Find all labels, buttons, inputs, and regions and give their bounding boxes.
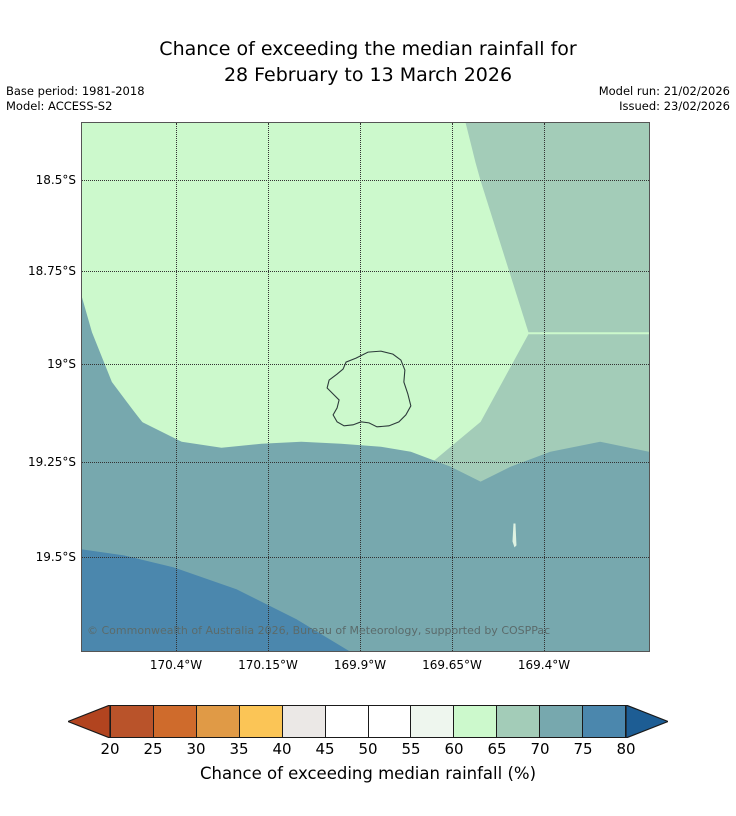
colorbar-segment	[325, 706, 369, 737]
colorbar-segment	[239, 706, 283, 737]
colorbar-tick-label: 20	[100, 740, 120, 758]
colorbar-tick-label: 55	[401, 740, 421, 758]
colorbar-tick-label: 40	[272, 740, 292, 758]
y-tick-label: 18.5°S	[35, 173, 76, 187]
gridline-vertical	[544, 123, 545, 651]
y-tick-label: 19.25°S	[28, 455, 76, 469]
colorbar-tick-label: 25	[143, 740, 163, 758]
title-line-2: 28 February to 13 March 2026	[223, 64, 513, 86]
colorbar-tick-label: 35	[229, 740, 249, 758]
gridline-vertical	[452, 123, 453, 651]
colorbar-tick-label: 50	[358, 740, 378, 758]
colorbar-segment	[411, 706, 455, 737]
title-line-1: Chance of exceeding the median rainfall …	[159, 38, 577, 60]
gridline-horizontal	[82, 364, 649, 365]
colorbar-under-arrow	[68, 705, 110, 738]
metadata-left: Base period: 1981-2018 Model: ACCESS-S2	[6, 84, 145, 114]
x-tick-label: 170.15°W	[238, 658, 298, 672]
colorbar-segment	[540, 706, 584, 737]
page-title: Chance of exceeding the median rainfall …	[0, 36, 736, 88]
island-outline-niue	[326, 350, 412, 428]
colorbar-over-arrow	[626, 705, 668, 738]
model-run-text: Model run: 21/02/2026	[598, 84, 730, 98]
colorbar-gradient	[110, 705, 626, 738]
gridline-vertical	[268, 123, 269, 651]
contour-region-65-70-ne	[465, 123, 649, 333]
x-tick-label: 169.65°W	[422, 658, 482, 672]
issued-text: Issued: 23/02/2026	[619, 99, 730, 113]
x-tick-label: 169.4°W	[517, 658, 571, 672]
colorbar-segment	[196, 706, 240, 737]
colorbar-axis-label: Chance of exceeding median rainfall (%)	[199, 764, 537, 783]
contour-fill-layer	[82, 123, 649, 651]
colorbar-segment	[583, 706, 626, 737]
gridline-horizontal	[82, 271, 649, 272]
gridline-vertical	[360, 123, 361, 651]
y-tick-label: 18.75°S	[28, 264, 76, 278]
x-tick-label: 170.4°W	[149, 658, 203, 672]
colorbar-tick-labels: 20 25 30 35 40 45 50 55 60 65 70 75 80	[0, 740, 736, 762]
colorbar-segment	[282, 706, 326, 737]
colorbar-tick-label: 80	[616, 740, 636, 758]
colorbar-tick-label: 70	[530, 740, 550, 758]
map-plot-area: © Commonwealth of Australia 2026, Bureau…	[81, 122, 650, 652]
longitude-axis-labels: 170.4°W 170.15°W 169.9°W 169.65°W 169.4°…	[81, 658, 650, 678]
colorbar-tick-label: 65	[487, 740, 507, 758]
colorbar-area: 20 25 30 35 40 45 50 55 60 65 70 75 80 Chance of exc…	[0, 700, 736, 816]
gridline-vertical	[176, 123, 177, 651]
latitude-axis-labels: 18.5°S 18.75°S 19°S 19.25°S 19.5°S	[0, 122, 76, 652]
colorbar-tick-label: 30	[186, 740, 206, 758]
y-tick-label: 19°S	[47, 357, 76, 371]
colorbar-segment	[153, 706, 197, 737]
gridline-horizontal	[82, 462, 649, 463]
model-text: Model: ACCESS-S2	[6, 99, 113, 113]
colorbar-tick-label: 45	[315, 740, 335, 758]
gridline-horizontal	[82, 180, 649, 181]
colorbar-segment	[454, 706, 498, 737]
colorbar-tick-label: 75	[573, 740, 593, 758]
colorbar-tick-label: 60	[444, 740, 464, 758]
metadata-right: Model run: 21/02/2026 Issued: 23/02/2026	[599, 84, 730, 114]
copyright-text: © Commonwealth of Australia 2026, Bureau…	[87, 624, 551, 637]
gridline-horizontal	[82, 557, 649, 558]
colorbar-segment	[368, 706, 412, 737]
x-tick-label: 169.9°W	[333, 658, 387, 672]
colorbar-segment	[497, 706, 541, 737]
contour-artifact-sliver	[512, 523, 517, 548]
y-tick-label: 19.5°S	[35, 550, 76, 564]
base-period-text: Base period: 1981-2018	[6, 84, 145, 98]
colorbar-segment	[111, 706, 154, 737]
